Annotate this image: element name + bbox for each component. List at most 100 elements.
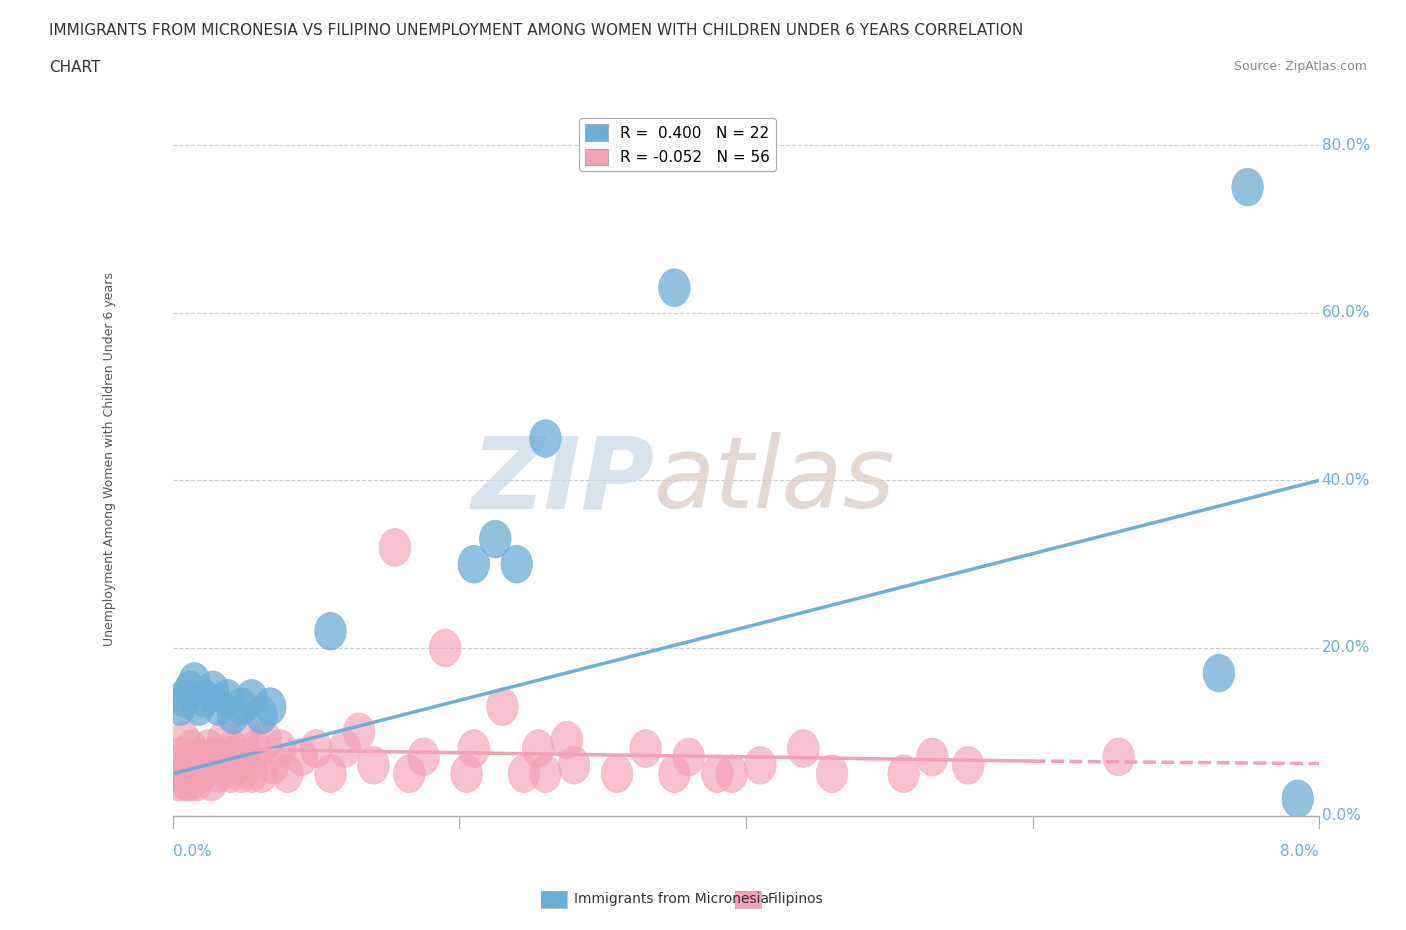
Ellipse shape <box>200 738 232 776</box>
Text: 60.0%: 60.0% <box>1322 305 1369 320</box>
Ellipse shape <box>285 738 318 776</box>
Text: 8.0%: 8.0% <box>1281 844 1319 859</box>
Ellipse shape <box>240 730 271 767</box>
Ellipse shape <box>458 730 489 767</box>
Ellipse shape <box>214 755 246 792</box>
Ellipse shape <box>787 730 820 767</box>
Ellipse shape <box>917 738 948 776</box>
Ellipse shape <box>246 697 277 734</box>
Ellipse shape <box>357 747 389 784</box>
Ellipse shape <box>429 629 461 667</box>
Ellipse shape <box>1102 738 1135 776</box>
Ellipse shape <box>508 755 540 792</box>
Text: IMMIGRANTS FROM MICRONESIA VS FILIPINO UNEMPLOYMENT AMONG WOMEN WITH CHILDREN UN: IMMIGRANTS FROM MICRONESIA VS FILIPINO U… <box>49 23 1024 38</box>
Ellipse shape <box>169 680 200 717</box>
Ellipse shape <box>380 528 411 566</box>
Ellipse shape <box>394 755 425 792</box>
Text: atlas: atlas <box>654 432 896 529</box>
Ellipse shape <box>716 755 748 792</box>
Ellipse shape <box>165 688 195 725</box>
Ellipse shape <box>558 747 591 784</box>
Ellipse shape <box>188 680 221 717</box>
Ellipse shape <box>486 688 519 725</box>
Ellipse shape <box>179 755 209 792</box>
Ellipse shape <box>232 738 263 776</box>
Ellipse shape <box>163 764 194 801</box>
Ellipse shape <box>183 688 214 725</box>
Ellipse shape <box>889 755 920 792</box>
Ellipse shape <box>523 730 554 767</box>
Ellipse shape <box>246 755 277 792</box>
Ellipse shape <box>530 419 561 458</box>
Ellipse shape <box>174 671 205 709</box>
Ellipse shape <box>218 730 249 767</box>
Ellipse shape <box>202 755 235 792</box>
Ellipse shape <box>202 688 235 725</box>
Ellipse shape <box>451 755 482 792</box>
Text: 0.0%: 0.0% <box>173 844 211 859</box>
Text: ZIP: ZIP <box>471 432 654 529</box>
Ellipse shape <box>817 755 848 792</box>
Ellipse shape <box>195 764 228 801</box>
Ellipse shape <box>172 747 202 784</box>
Ellipse shape <box>170 764 201 801</box>
Text: Immigrants from Micronesia: Immigrants from Micronesia <box>574 892 769 907</box>
Ellipse shape <box>169 722 200 759</box>
Text: 40.0%: 40.0% <box>1322 472 1369 488</box>
Ellipse shape <box>254 688 285 725</box>
Ellipse shape <box>257 747 288 784</box>
Text: 20.0%: 20.0% <box>1322 641 1369 656</box>
Text: Unemployment Among Women with Children Under 6 years: Unemployment Among Women with Children U… <box>103 272 117 646</box>
Ellipse shape <box>167 755 198 792</box>
Text: Filipinos: Filipinos <box>768 892 824 907</box>
Ellipse shape <box>658 755 690 792</box>
Ellipse shape <box>702 755 733 792</box>
Ellipse shape <box>229 713 260 751</box>
Text: CHART: CHART <box>49 60 101 75</box>
Ellipse shape <box>207 722 239 759</box>
Text: Source: ZipAtlas.com: Source: ZipAtlas.com <box>1233 60 1367 73</box>
Ellipse shape <box>197 671 229 709</box>
Ellipse shape <box>343 713 375 751</box>
Ellipse shape <box>501 545 533 583</box>
Ellipse shape <box>211 738 243 776</box>
Ellipse shape <box>188 747 221 784</box>
Ellipse shape <box>179 663 209 700</box>
Text: 80.0%: 80.0% <box>1322 138 1369 153</box>
Ellipse shape <box>186 755 218 792</box>
Ellipse shape <box>236 755 267 792</box>
Ellipse shape <box>250 722 281 759</box>
Ellipse shape <box>174 764 205 801</box>
Ellipse shape <box>673 738 704 776</box>
Ellipse shape <box>1204 655 1234 692</box>
Ellipse shape <box>630 730 661 767</box>
Ellipse shape <box>181 764 212 801</box>
Ellipse shape <box>1232 168 1264 206</box>
Ellipse shape <box>264 730 297 767</box>
Ellipse shape <box>226 755 257 792</box>
Ellipse shape <box>271 755 304 792</box>
Ellipse shape <box>745 747 776 784</box>
Ellipse shape <box>602 755 633 792</box>
Ellipse shape <box>165 738 195 776</box>
Ellipse shape <box>176 730 207 767</box>
Ellipse shape <box>315 612 346 650</box>
Ellipse shape <box>222 747 253 784</box>
Ellipse shape <box>658 269 690 307</box>
Ellipse shape <box>530 755 561 792</box>
Ellipse shape <box>236 680 267 717</box>
Ellipse shape <box>408 738 439 776</box>
Ellipse shape <box>226 688 257 725</box>
Ellipse shape <box>479 520 510 558</box>
Ellipse shape <box>329 730 360 767</box>
Ellipse shape <box>301 730 332 767</box>
Ellipse shape <box>183 738 214 776</box>
Legend: R =  0.400   N = 22, R = -0.052   N = 56: R = 0.400 N = 22, R = -0.052 N = 56 <box>579 118 776 171</box>
Ellipse shape <box>218 697 249 734</box>
Text: 0.0%: 0.0% <box>1322 808 1360 823</box>
Ellipse shape <box>551 722 582 759</box>
Ellipse shape <box>193 730 225 767</box>
Ellipse shape <box>315 755 346 792</box>
Ellipse shape <box>458 545 489 583</box>
Ellipse shape <box>211 680 243 717</box>
